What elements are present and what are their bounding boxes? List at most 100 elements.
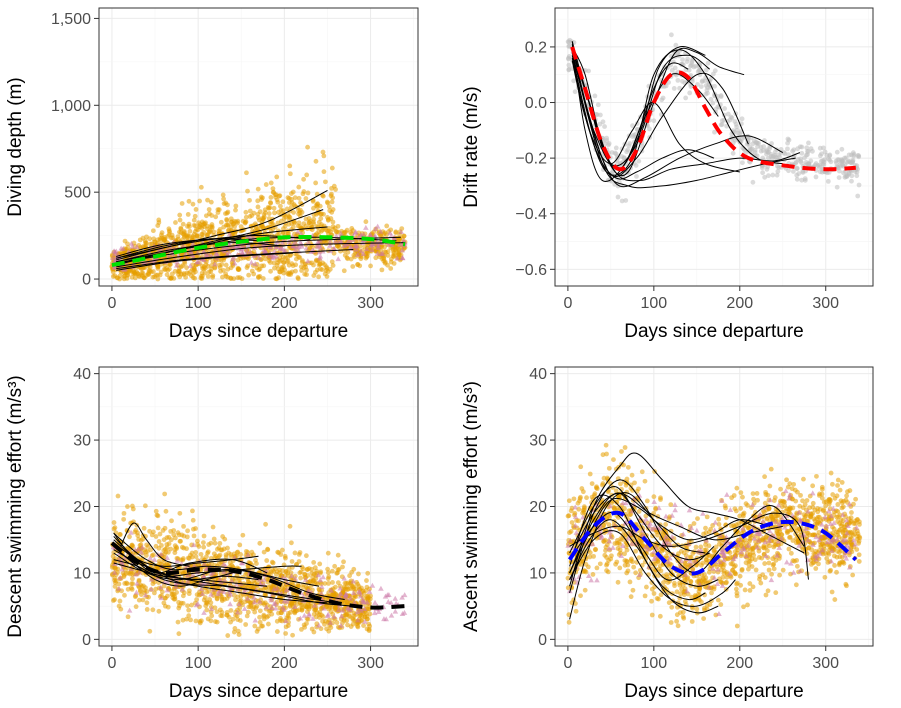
data-point (147, 236, 153, 242)
data-point (758, 148, 764, 154)
data-point (680, 57, 685, 63)
data-point (301, 176, 307, 182)
data-point (318, 590, 325, 596)
data-point (173, 262, 180, 268)
data-point (309, 570, 315, 576)
data-point (378, 585, 384, 591)
data-point (794, 176, 800, 182)
data-point (810, 148, 815, 154)
data-point (147, 528, 152, 534)
data-point (192, 275, 198, 281)
data-point (237, 618, 243, 623)
data-point (157, 584, 164, 590)
data-point (118, 606, 124, 612)
data-point (177, 229, 182, 235)
data-point (770, 562, 776, 568)
data-point (382, 230, 388, 236)
data-point (737, 573, 743, 579)
data-point (613, 145, 619, 151)
data-point (329, 191, 334, 197)
data-point (764, 548, 770, 554)
data-point (322, 581, 328, 586)
data-point (233, 581, 240, 587)
data-point (167, 275, 172, 281)
data-point (290, 632, 295, 638)
data-point (299, 607, 305, 613)
data-point (777, 154, 782, 160)
data-point (156, 539, 162, 544)
x-tick-label: 300 (812, 295, 839, 312)
data-point (359, 597, 366, 603)
data-point (153, 508, 159, 514)
data-point (190, 508, 195, 514)
data-point (347, 244, 354, 250)
data-point (261, 616, 267, 622)
data-point (218, 613, 224, 619)
data-points (109, 491, 408, 638)
data-point (112, 584, 118, 589)
data-point (257, 608, 263, 614)
data-point (341, 575, 348, 581)
data-point (683, 95, 689, 101)
data-point (629, 472, 635, 478)
data-point (306, 612, 313, 618)
data-point (138, 549, 145, 555)
data-point (240, 218, 246, 224)
data-point (341, 248, 347, 254)
data-point (214, 596, 220, 602)
data-point (133, 589, 140, 595)
data-point (292, 550, 298, 556)
data-point (184, 265, 189, 271)
data-point (306, 220, 312, 225)
data-point (372, 599, 378, 605)
data-point (395, 251, 401, 257)
data-point (249, 549, 255, 555)
data-point (673, 42, 679, 48)
data-point (213, 251, 220, 257)
data-point (623, 198, 629, 203)
data-point (214, 609, 220, 615)
data-point (304, 172, 310, 178)
data-point (229, 578, 235, 584)
data-point (325, 231, 331, 237)
data-point (129, 581, 134, 587)
data-point (793, 159, 799, 165)
data-point (185, 212, 191, 217)
data-point (832, 597, 838, 602)
data-point (273, 253, 280, 259)
data-point (325, 566, 331, 572)
data-point (193, 207, 199, 212)
data-point (162, 491, 168, 497)
data-point (617, 565, 623, 571)
data-point (334, 620, 340, 625)
data-point (274, 174, 280, 180)
x-tick-label: 100 (185, 655, 212, 672)
individual-curve (113, 552, 345, 600)
data-point (729, 495, 735, 501)
data-point (305, 239, 312, 245)
data-point (192, 213, 198, 219)
data-point (604, 451, 609, 457)
data-point (164, 554, 170, 560)
data-point (286, 200, 292, 206)
individual-curve (116, 249, 354, 270)
data-point (185, 528, 190, 534)
data-point (361, 606, 368, 612)
data-point (311, 602, 318, 608)
data-point (285, 271, 291, 277)
data-point (338, 230, 344, 236)
panel-border (554, 7, 874, 287)
data-point (328, 587, 334, 593)
data-point (132, 529, 138, 535)
data-point (290, 224, 296, 230)
data-point (305, 190, 311, 196)
data-point (700, 78, 705, 84)
data-point (292, 219, 297, 225)
data-point (329, 165, 335, 171)
data-point (234, 609, 241, 615)
data-point (256, 254, 263, 260)
data-point (323, 227, 329, 233)
data-point (184, 572, 191, 578)
data-point (799, 144, 805, 150)
data-point (350, 578, 357, 584)
